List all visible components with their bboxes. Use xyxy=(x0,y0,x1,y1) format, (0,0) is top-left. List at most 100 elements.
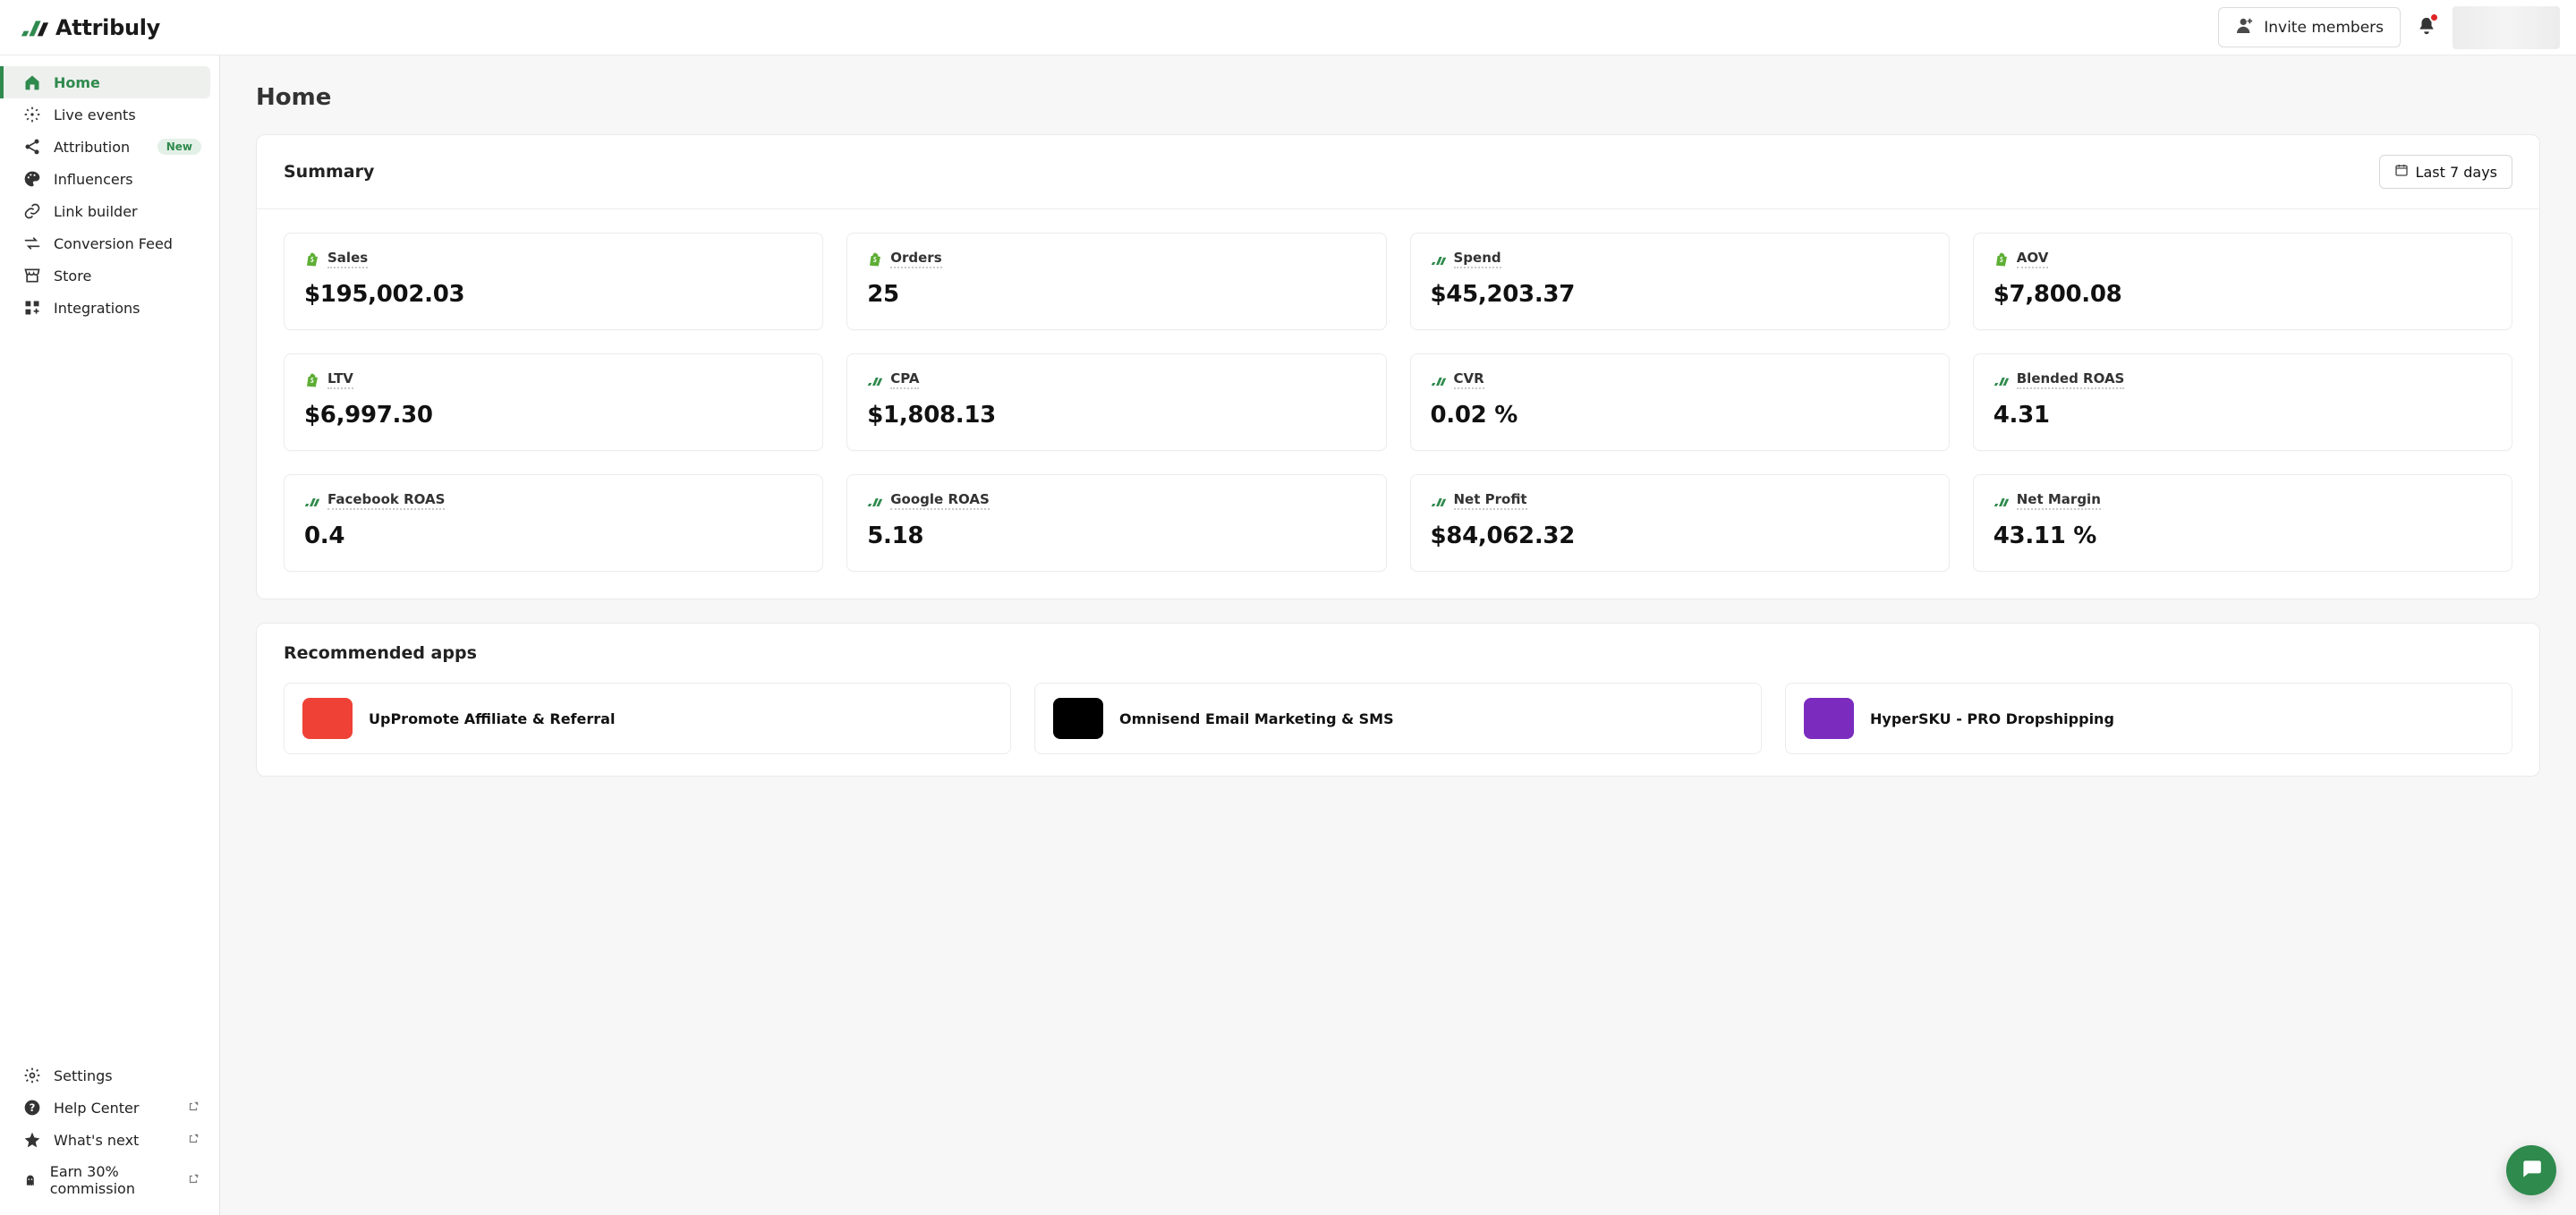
sidebar-item-conversion-feed[interactable]: Conversion Feed xyxy=(0,227,219,259)
sidebar-item-whats-next[interactable]: What's next xyxy=(0,1124,219,1156)
kpi-tile: Net Profit $84,062.32 xyxy=(1410,474,1950,572)
link-icon xyxy=(23,202,41,220)
attribuly-icon xyxy=(1994,493,2010,509)
sidebar-item-label: What's next xyxy=(54,1132,139,1149)
recommended-app-tile[interactable]: UpPromote Affiliate & Referral xyxy=(284,683,1011,754)
palette-icon xyxy=(23,170,41,188)
sidebar-item-label: Attribution xyxy=(54,139,130,156)
star-icon xyxy=(23,1131,41,1149)
sidebar: Home Live events Attribution New Influen… xyxy=(0,55,220,1215)
sidebar-item-earn-commission[interactable]: Earn 30% commission xyxy=(0,1156,219,1204)
chat-icon xyxy=(2520,1157,2543,1184)
topbar: Attribuly Invite members xyxy=(0,0,2576,55)
notifications-button[interactable] xyxy=(2417,15,2436,40)
kpi-label: Spend xyxy=(1454,250,1501,268)
brand-name: Attribuly xyxy=(55,15,160,40)
kpi-tile: LTV$6,997.30 xyxy=(284,353,823,451)
shopify-icon xyxy=(304,251,320,268)
date-range-picker[interactable]: Last 7 days xyxy=(2379,155,2512,189)
kpi-tile: Spend$45,203.37 xyxy=(1410,233,1950,330)
external-link-icon xyxy=(187,1172,200,1189)
kpi-label: Net Margin xyxy=(2017,491,2101,510)
kpi-value: 25 xyxy=(867,281,1365,308)
sidebar-nav: Home Live events Attribution New Influen… xyxy=(0,66,219,324)
invite-members-label: Invite members xyxy=(2264,19,2384,37)
attribuly-icon xyxy=(1994,372,2010,388)
attribuly-icon xyxy=(1431,493,1447,509)
kpi-label: Blended ROAS xyxy=(2017,370,2125,389)
sidebar-item-label: Store xyxy=(54,268,91,285)
kpi-value: 0.02 % xyxy=(1431,402,1929,429)
sidebar-item-label: Earn 30% commission xyxy=(50,1163,174,1197)
sidebar-item-help-center[interactable]: ? Help Center xyxy=(0,1092,219,1124)
sidebar-item-settings[interactable]: Settings xyxy=(0,1059,219,1092)
sidebar-item-integrations[interactable]: Integrations xyxy=(0,292,219,324)
kpi-grid: Sales$195,002.03Orders25 Spend$45,203.37… xyxy=(257,209,2539,577)
sidebar-item-label: Settings xyxy=(54,1067,113,1084)
click-icon xyxy=(23,106,41,123)
calendar-icon xyxy=(2394,163,2409,181)
kpi-label: LTV xyxy=(327,370,353,389)
kpi-label: AOV xyxy=(2017,250,2049,268)
recommended-apps-row: UpPromote Affiliate & Referral Omnisend E… xyxy=(257,667,2539,754)
app-name: HyperSKU - PRO Dropshipping xyxy=(1870,710,2114,727)
shopify-icon xyxy=(1994,251,2010,268)
svg-text:?: ? xyxy=(30,1101,36,1114)
kpi-value: $7,800.08 xyxy=(1994,281,2492,308)
recommended-apps-card: Recommended apps UpPromote Affiliate & R… xyxy=(256,623,2540,777)
attribuly-icon xyxy=(1431,251,1447,268)
kpi-tile: Sales$195,002.03 xyxy=(284,233,823,330)
summary-card: Summary Last 7 days Sales$195,002.03Orde… xyxy=(256,134,2540,599)
kpi-tile: Orders25 xyxy=(846,233,1386,330)
sidebar-item-label: Link builder xyxy=(54,203,138,220)
kpi-tile: Blended ROAS4.31 xyxy=(1973,353,2512,451)
kpi-label: CVR xyxy=(1454,370,1484,389)
kpi-label: Google ROAS xyxy=(890,491,990,510)
external-link-icon xyxy=(187,1132,200,1149)
sidebar-item-link-builder[interactable]: Link builder xyxy=(0,195,219,227)
kpi-tile: AOV $7,800.08 xyxy=(1973,233,2512,330)
external-link-icon xyxy=(187,1100,200,1117)
app-name: UpPromote Affiliate & Referral xyxy=(369,710,615,727)
invite-members-button[interactable]: Invite members xyxy=(2218,7,2401,47)
app-name: Omnisend Email Marketing & SMS xyxy=(1119,710,1394,727)
swap-icon xyxy=(23,234,41,252)
sidebar-item-attribution[interactable]: Attribution New xyxy=(0,131,219,163)
notification-dot-icon xyxy=(2429,13,2439,22)
recommended-app-tile[interactable]: Omnisend Email Marketing & SMS xyxy=(1034,683,1762,754)
recommended-apps-title: Recommended apps xyxy=(284,643,477,663)
chat-fab[interactable] xyxy=(2506,1145,2556,1195)
kpi-value: $1,808.13 xyxy=(867,402,1365,429)
kpi-label: Net Profit xyxy=(1454,491,1527,510)
kpi-tile: CVR 0.02 % xyxy=(1410,353,1950,451)
account-avatar[interactable] xyxy=(2453,6,2560,49)
apps-icon xyxy=(23,299,41,317)
sidebar-footer: Settings ? Help Center What's next Earn … xyxy=(0,1059,219,1215)
brand: Attribuly xyxy=(20,13,160,42)
attribuly-icon xyxy=(867,372,883,388)
sidebar-item-home[interactable]: Home xyxy=(0,66,210,98)
sidebar-item-label: Integrations xyxy=(54,300,140,317)
user-plus-icon xyxy=(2235,17,2255,38)
sidebar-item-influencers[interactable]: Influencers xyxy=(0,163,219,195)
summary-title: Summary xyxy=(284,162,374,182)
kpi-value: $84,062.32 xyxy=(1431,523,1929,549)
share-icon xyxy=(23,138,41,156)
recommended-app-tile[interactable]: HyperSKU - PRO Dropshipping xyxy=(1785,683,2512,754)
app-logo-icon xyxy=(1053,698,1103,739)
kpi-value: 0.4 xyxy=(304,523,803,549)
new-badge: New xyxy=(157,139,201,155)
kpi-label: Facebook ROAS xyxy=(327,491,445,510)
attribuly-icon xyxy=(1431,372,1447,388)
sidebar-item-label: Help Center xyxy=(54,1100,139,1117)
kpi-tile: Google ROAS 5.18 xyxy=(846,474,1386,572)
brand-logo-icon xyxy=(20,13,50,42)
date-range-label: Last 7 days xyxy=(2416,164,2497,181)
sidebar-item-label: Conversion Feed xyxy=(54,235,173,252)
app-logo-icon xyxy=(302,698,353,739)
shopify-icon xyxy=(304,372,320,388)
sidebar-item-store[interactable]: Store xyxy=(0,259,219,292)
sidebar-item-live-events[interactable]: Live events xyxy=(0,98,219,131)
kpi-value: 5.18 xyxy=(867,523,1365,549)
page-title: Home xyxy=(256,84,2540,111)
